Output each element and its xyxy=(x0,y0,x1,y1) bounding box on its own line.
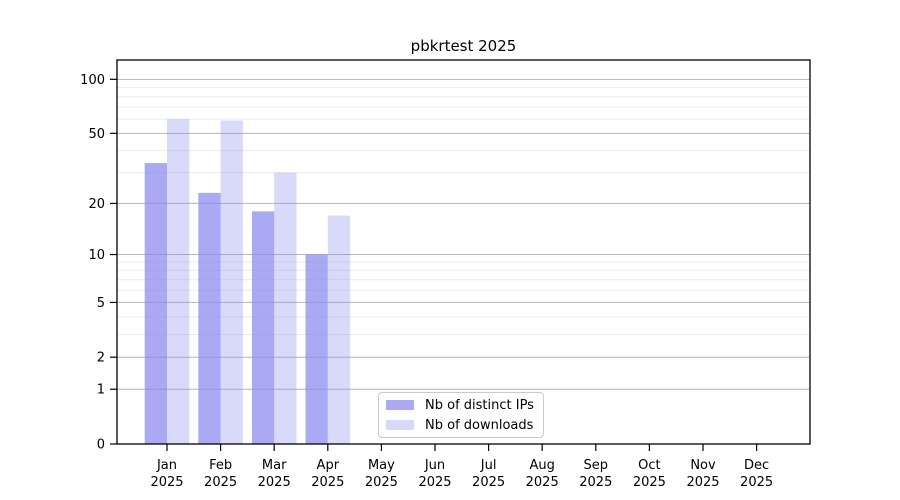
y-tick-label-100: 100 xyxy=(80,73,105,88)
x-tick-label-month-jun: Jun xyxy=(424,458,445,473)
x-tick-label-year-nov: 2025 xyxy=(686,475,719,490)
bar-jan-downloads xyxy=(167,119,190,444)
x-tick-label-month-jul: Jul xyxy=(480,458,497,473)
x-tick-label-year-jan: 2025 xyxy=(150,475,183,490)
chart-title: pbkrtest 2025 xyxy=(410,37,517,55)
x-tick-label-month-dec: Dec xyxy=(744,458,769,473)
x-tick-label-month-jan: Jan xyxy=(156,458,177,473)
bar-mar-downloads xyxy=(274,172,297,444)
x-tick-label-year-sep: 2025 xyxy=(579,475,612,490)
x-tick-label-year-may: 2025 xyxy=(365,475,398,490)
legend-label-downloads: Nb of downloads xyxy=(425,417,534,433)
bar-jan-distinct-ips xyxy=(144,163,167,445)
x-tick-label-year-oct: 2025 xyxy=(633,475,666,490)
y-tick-label-10: 10 xyxy=(88,248,105,263)
x-tick-label-month-aug: Aug xyxy=(530,458,555,473)
legend-item-downloads: Nb of downloads xyxy=(386,417,543,433)
plot-border xyxy=(116,59,811,445)
x-tick-label-year-mar: 2025 xyxy=(258,475,291,490)
x-tick-label-year-apr: 2025 xyxy=(311,475,344,490)
y-tick-label-5: 5 xyxy=(97,296,105,311)
y-tick-label-2: 2 xyxy=(97,351,105,366)
y-tick-label-50: 50 xyxy=(88,127,105,142)
x-tick-label-year-jul: 2025 xyxy=(472,475,505,490)
x-tick-label-year-aug: 2025 xyxy=(526,475,559,490)
x-tick-label-month-nov: Nov xyxy=(690,458,716,473)
legend-swatch-distinct-ips xyxy=(386,400,414,410)
y-tick-label-1: 1 xyxy=(97,383,105,398)
x-tick-label-year-jun: 2025 xyxy=(418,475,451,490)
legend-swatch-downloads xyxy=(386,420,414,430)
x-tick-label-year-feb: 2025 xyxy=(204,475,237,490)
legend-item-distinct-ips: Nb of distinct IPs xyxy=(386,397,543,413)
x-tick-label-month-mar: Mar xyxy=(262,458,287,473)
x-tick-label-month-oct: Oct xyxy=(638,458,660,473)
bar-apr-downloads xyxy=(327,215,351,444)
y-tick-label-0: 0 xyxy=(97,438,105,453)
x-tick-label-month-sep: Sep xyxy=(584,458,609,473)
bar-feb-distinct-ips xyxy=(198,192,221,444)
x-tick-label-month-apr: Apr xyxy=(317,458,340,473)
legend-label-distinct-ips: Nb of distinct IPs xyxy=(425,397,534,413)
bar-feb-downloads xyxy=(220,120,243,445)
x-tick-label-year-dec: 2025 xyxy=(740,475,773,490)
legend: Nb of distinct IPs Nb of downloads xyxy=(378,392,544,438)
y-tick-label-20: 20 xyxy=(88,197,105,212)
bar-mar-distinct-ips xyxy=(251,211,275,444)
x-tick-label-month-may: May xyxy=(368,458,395,473)
bar-apr-distinct-ips xyxy=(305,254,328,444)
x-tick-label-month-feb: Feb xyxy=(209,458,232,473)
